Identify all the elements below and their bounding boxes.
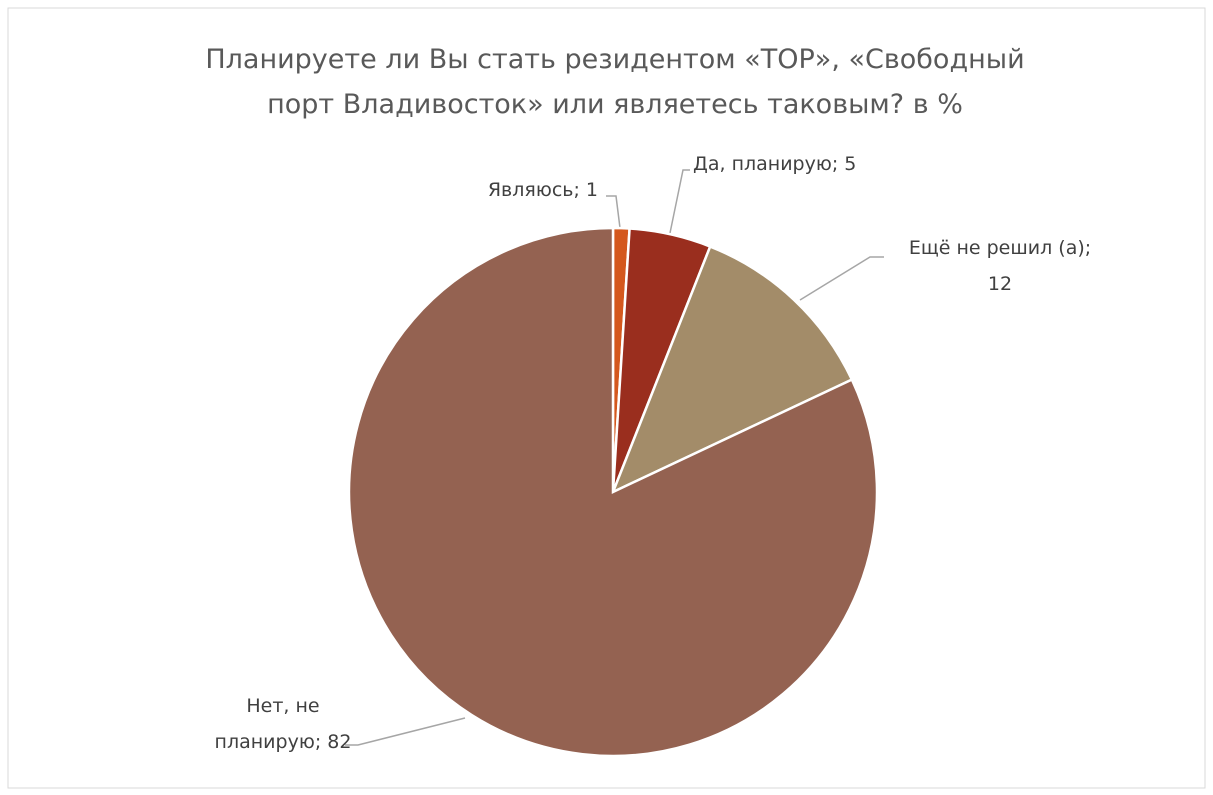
leader-line — [799, 256, 884, 301]
chart-title: Планируете ли Вы стать резидентом «ТОР»,… — [205, 44, 1024, 120]
data-label: Являюсь; 1 — [488, 179, 598, 201]
leader-line — [606, 195, 621, 229]
leader-line — [345, 717, 466, 746]
data-label: Нет, не планирую; 82 — [215, 695, 352, 753]
data-label: Да, планирую; 5 — [693, 153, 856, 175]
pie-slice — [610, 244, 854, 495]
pie-slice — [347, 226, 879, 758]
leader-lines — [345, 169, 884, 746]
data-label: Ещё не решил (а); 12 — [909, 237, 1091, 295]
leader-line — [669, 169, 690, 234]
